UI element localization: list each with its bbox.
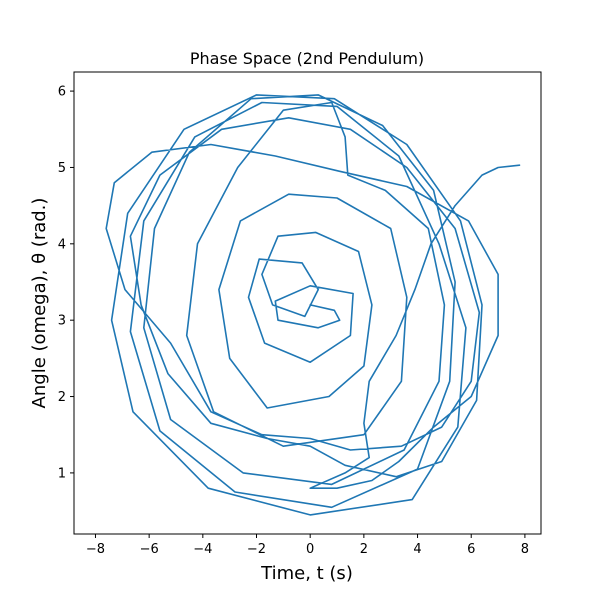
x-tick-label: 4 (413, 542, 421, 557)
x-tick-label: −6 (140, 542, 159, 557)
x-tick-label: −8 (86, 542, 105, 557)
x-tick-label: −2 (247, 542, 266, 557)
y-tick-label: 3 (58, 314, 66, 329)
x-axis: −8 −6 −4 −2 0 2 4 6 8 (86, 534, 529, 557)
y-tick-label: 4 (58, 237, 66, 252)
y-tick-label: 1 (58, 466, 66, 481)
y-axis: 1 2 3 4 5 6 (58, 85, 74, 481)
x-axis-label: Time, t (s) (260, 563, 353, 584)
x-tick-label: 6 (467, 542, 475, 557)
plot-area (105, 94, 521, 516)
y-tick-label: 5 (58, 161, 66, 176)
x-tick-label: 0 (306, 542, 314, 557)
series-line-0 (105, 94, 521, 516)
x-tick-label: 8 (521, 542, 529, 557)
chart-title: Phase Space (2nd Pendulum) (190, 49, 424, 68)
axes-frame (73, 71, 542, 535)
y-axis-label: Angle (omega), θ (rad.) (29, 198, 50, 409)
x-tick-label: −4 (193, 542, 212, 557)
y-tick-label: 2 (58, 390, 66, 405)
y-tick-label: 6 (58, 85, 66, 100)
x-tick-label: 2 (360, 542, 368, 557)
